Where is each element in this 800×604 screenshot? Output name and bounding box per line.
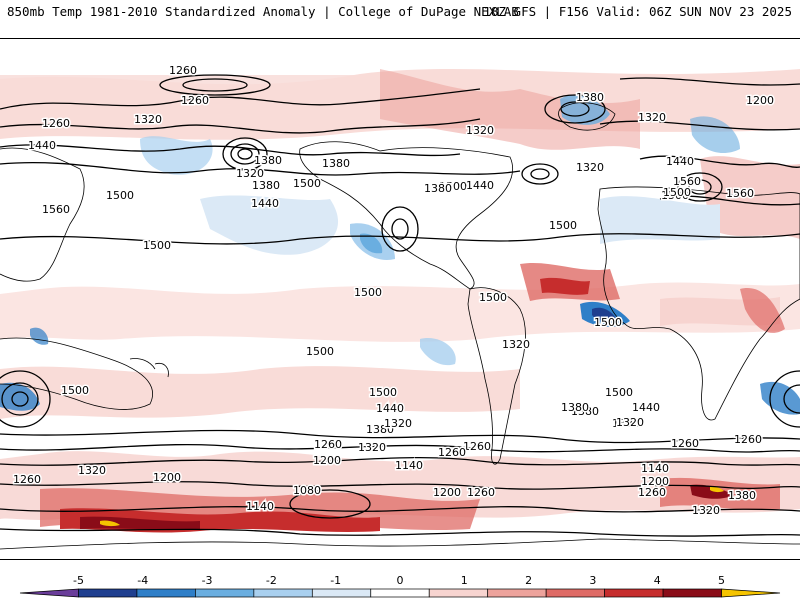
colorbar-tick-label: 1 <box>461 574 468 587</box>
contour-label: 1380 <box>366 423 394 436</box>
contour-label: 1560 <box>726 187 754 200</box>
anomaly-shading <box>0 69 800 533</box>
colorbar-segment <box>136 588 196 598</box>
contour-label: 1260 <box>314 438 342 451</box>
contour-label: 1140 <box>641 462 669 475</box>
contour-label: 1500 <box>369 386 397 399</box>
contour-label: 1260 <box>181 94 209 107</box>
colorbar-segment <box>428 588 489 598</box>
colorbar-segment <box>487 588 547 598</box>
contour-label: 1500 <box>605 386 633 399</box>
contour-label: 1440 <box>251 197 279 210</box>
colorbar-tick-label: -5 <box>73 574 84 587</box>
contour-label: 1320 <box>466 124 494 137</box>
colorbar-tick-label: 0 <box>397 574 404 587</box>
contour-label: 1500 <box>549 219 577 232</box>
contour-label: 1500 <box>293 177 321 190</box>
contour-label: 1380 <box>728 489 756 502</box>
contour-label: 1320 <box>236 167 264 180</box>
contour-label: 1380 <box>322 157 350 170</box>
contour-label: 1500 <box>439 180 467 193</box>
coastlines <box>0 102 800 550</box>
contour-label: 1500 <box>61 384 89 397</box>
colorbar-segment <box>311 588 372 598</box>
map-title: 850mb Temp 1981-2010 Standardized Anomal… <box>7 4 519 19</box>
colorbar-segment <box>78 588 138 598</box>
contour-label: 1200 <box>153 471 181 484</box>
colorbar-tick-label: -2 <box>266 574 277 587</box>
contour-label: 1260 <box>438 446 466 459</box>
contour-label: 1380 <box>254 154 282 167</box>
contour-label: 1260 <box>169 64 197 77</box>
contour-label: 1320 <box>576 161 604 174</box>
contour-label: 1500 <box>306 345 334 358</box>
colorbar-tick-label: -3 <box>202 574 213 587</box>
colorbar-segment <box>721 588 781 598</box>
contour-label: 1260 <box>671 437 699 450</box>
contour-label: 1260 <box>734 433 762 446</box>
contour-label: 1500 <box>663 186 691 199</box>
contour-label: 1500 <box>479 291 507 304</box>
contour-label: 1380 <box>576 91 604 104</box>
colorbar-tick-label: 2 <box>525 574 532 587</box>
contour-label: 1320 <box>134 113 162 126</box>
contour-label: 1320 <box>78 464 106 477</box>
colorbar-segment <box>370 588 430 598</box>
contour-label: 1380 <box>561 401 589 414</box>
colorbar-segment <box>604 588 664 598</box>
contour-label: 1500 <box>106 189 134 202</box>
contour-label: 1380 <box>252 179 280 192</box>
contour-label: 1440 <box>28 139 56 152</box>
contour-label: 1440 <box>466 179 494 192</box>
contour-label: 1560 <box>42 203 70 216</box>
contour-label: 1140 <box>395 459 423 472</box>
colorbar-tick-label: 4 <box>654 574 661 587</box>
contour-label: 1500 <box>661 189 689 202</box>
contour-label: 1320 <box>384 417 412 430</box>
contour-label: 1380 <box>424 182 452 195</box>
contour-label: 1080 <box>293 484 321 497</box>
contour-label: 1500 <box>594 316 622 329</box>
contour-label: 1440 <box>666 155 694 168</box>
contour-label: 1320 <box>612 417 640 430</box>
height-contours <box>0 74 800 537</box>
contour-label: 1260 <box>638 486 666 499</box>
contour-label: 1440 <box>632 401 660 414</box>
contour-label: 1200 <box>641 475 669 488</box>
contour-label: 1320 <box>616 416 644 429</box>
contour-label: 1200 <box>746 94 774 107</box>
contour-label: 1200 <box>433 486 461 499</box>
colorbar-tick-label: -1 <box>330 574 341 587</box>
colorbar-tick-label: 5 <box>718 574 725 587</box>
colorbar-segment <box>195 588 255 598</box>
anomaly-map: 1260 1260 1320 1260 1440 1380 1320 1380 1500 1440… <box>0 38 800 560</box>
contour-label: 1320 <box>358 441 386 454</box>
contour-label: 1140 <box>246 500 274 513</box>
colorbar-segment <box>19 588 79 598</box>
contour-label: 1560 <box>673 175 701 188</box>
colorbar-tick-label: -4 <box>137 574 148 587</box>
colorbar-tick-label: 3 <box>589 574 596 587</box>
contour-label: 1440 <box>376 402 404 415</box>
colorbar-canvas: -5 -4 -3 -2 -1 0 1 2 3 4 5 <box>19 574 781 598</box>
contour-label: 1260 <box>13 473 41 486</box>
colorbar-segment <box>545 588 605 598</box>
contour-label: 1260 <box>467 486 495 499</box>
colorbar-segment <box>253 588 313 598</box>
contour-label: 1260 <box>42 117 70 130</box>
contour-label: 1380 <box>571 405 599 418</box>
model-run-info: 18Z GFS | F156 Valid: 06Z SUN NOV 23 202… <box>483 4 792 19</box>
contour-label: 1500 <box>354 286 382 299</box>
contour-label: 1320 <box>502 338 530 351</box>
contour-label: 1500 <box>143 239 171 252</box>
contour-label: 1200 <box>313 454 341 467</box>
colorbar-segment <box>662 588 722 598</box>
contour-label: 1260 <box>463 440 491 453</box>
colorbar: -5 -4 -3 -2 -1 0 1 2 3 4 5 <box>0 570 800 600</box>
contour-label: 1320 <box>692 504 720 517</box>
contour-label: 1320 <box>638 111 666 124</box>
